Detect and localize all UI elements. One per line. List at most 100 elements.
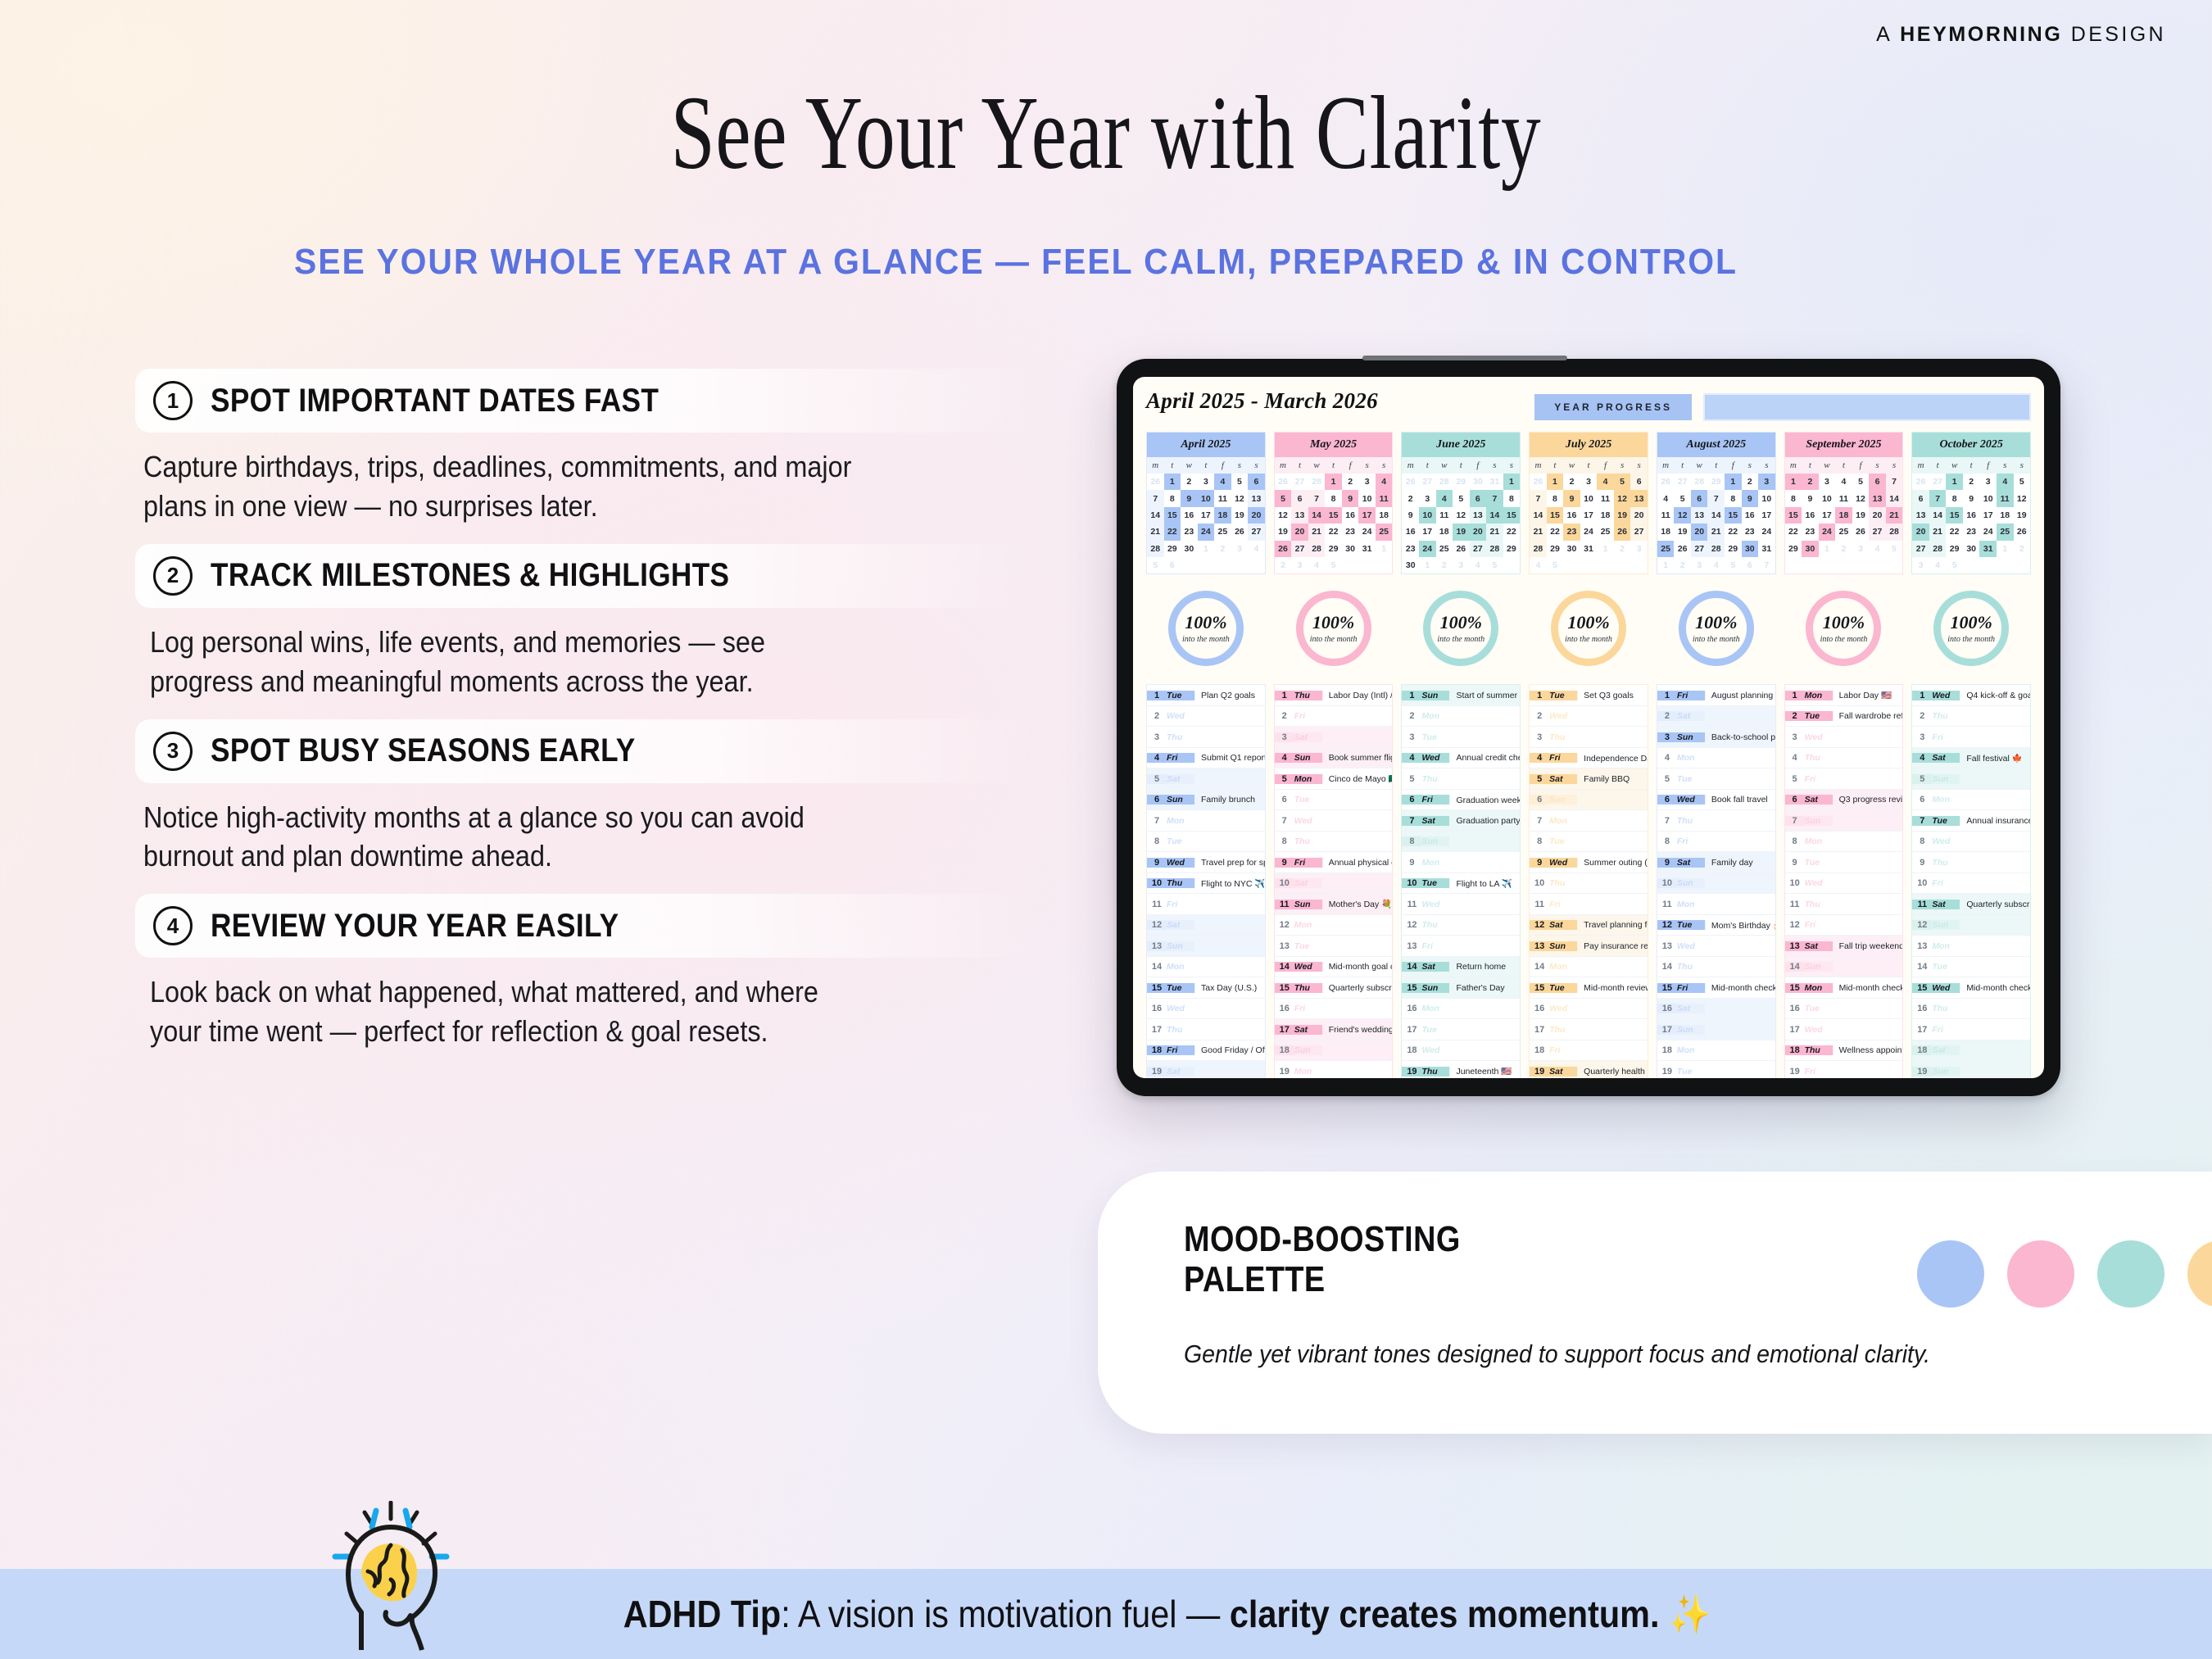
day-cell[interactable]: 29 [1328,543,1339,554]
day-cell[interactable]: 18 [1439,527,1449,537]
day-cell[interactable]: 16 [1566,510,1577,520]
event-row[interactable]: 13 Wed [1657,936,1775,957]
day-cell[interactable]: 25 [1600,527,1611,537]
event-row[interactable]: 17 Thu [1147,1019,1265,1040]
day-cell[interactable]: 3 [1586,477,1591,487]
event-row[interactable]: 14 Mon [1530,956,1648,978]
day-cell[interactable]: 7 [1885,474,1903,491]
event-row[interactable]: 9 Sat Family day [1657,852,1775,873]
day-cell[interactable]: 3 [1364,477,1370,487]
day-cell[interactable]: 21 [1929,524,1947,541]
day-cell[interactable]: 12 [1856,493,1865,504]
event-row[interactable]: 15 Tue Tax Day (U.S.) [1147,977,1265,999]
day-cell[interactable]: 16 [1744,510,1755,520]
event-text[interactable]: Fall wardrobe refresh [1832,711,1902,721]
event-text[interactable]: Mid-month check-in [1832,982,1902,993]
month-card-4[interactable]: August 2025 m t w t f s s 26 27 28 29 1 2 3 4 5 6 7 8 9 10 11 1… [1656,432,1776,575]
event-text[interactable]: Return home [1449,962,1520,972]
event-row[interactable]: 3 Sat [1274,727,1393,748]
day-cell[interactable]: 1 [1725,474,1742,491]
day-cell[interactable]: 5 [1679,493,1685,504]
day-cell[interactable]: 18 [1214,506,1231,524]
day-cell[interactable]: 7 [1147,490,1164,507]
day-cell[interactable]: 25 [1375,524,1393,541]
day-cell[interactable]: 14 [1486,506,1503,524]
day-cell[interactable]: 11 [1600,493,1611,504]
day-cell[interactable]: 14 [1147,506,1164,524]
month-card-1[interactable]: May 2025 m t w t f s s 26 27 28 1 2 3 4 5 6 7 8 9 10 11 12 13 14… [1273,432,1394,575]
day-cell[interactable]: 8 [1169,493,1175,504]
event-row[interactable]: 18 Sun [1274,1040,1393,1062]
day-cell[interactable]: 22 [1728,527,1738,537]
day-cell[interactable]: 15 [1725,506,1742,524]
day-cell[interactable]: 23 [1966,527,1977,537]
event-row[interactable]: 13 Fri [1402,936,1521,957]
event-text[interactable]: Family day [1704,857,1775,868]
day-cell[interactable]: 3 [1425,493,1430,504]
day-cell[interactable]: 27 [1469,540,1487,557]
event-row[interactable]: 6 Sun Family brunch [1147,789,1265,811]
day-cell[interactable]: 10 [1584,493,1593,504]
day-cell[interactable]: 27 [1869,524,1886,541]
day-cell[interactable]: 8 [1790,493,1796,504]
event-row[interactable]: 5 Mon Cinco de Mayo 🇲🇽 [1274,768,1393,790]
day-cell[interactable]: 3 [1758,474,1775,491]
day-cell[interactable]: 1 [1546,474,1564,491]
day-cell[interactable]: 9 [1969,493,1974,504]
day-cell[interactable]: 4 [1841,477,1847,487]
day-cell[interactable]: 2 [1569,477,1575,487]
day-cell[interactable]: 26 [1456,543,1466,554]
day-cell[interactable]: 2 [1407,493,1413,504]
event-row[interactable]: 16 Sat [1657,998,1775,1020]
feature-header-4[interactable]: 4 REVIEW YOUR YEAR EASILY [135,894,1036,959]
event-text[interactable]: Graduation party [1449,815,1520,826]
day-cell[interactable]: 6 [1912,490,1929,507]
day-cell[interactable]: 29 [1949,543,1960,554]
event-row[interactable]: 7 Mon [1530,810,1648,832]
day-cell[interactable]: 28 [1885,524,1903,541]
event-row[interactable]: 3 Thu [1530,727,1648,748]
event-row[interactable]: 12 Fri [1784,914,1903,936]
day-cell[interactable]: 5 [2019,477,2024,487]
event-row[interactable]: 16 Mon [1402,998,1521,1020]
day-cell[interactable]: 31 [1362,543,1372,554]
event-row[interactable]: 3 Thu [1147,727,1265,748]
event-row[interactable]: 11 Wed [1402,894,1521,915]
day-cell[interactable]: 26 [1613,524,1631,541]
day-cell[interactable]: 8 [1508,493,1514,504]
day-cell[interactable]: 21 [1486,524,1503,541]
event-row[interactable]: 16 Tue [1784,998,1903,1020]
day-cell[interactable]: 11 [1439,510,1449,520]
day-cell[interactable]: 6 [1690,490,1708,507]
day-cell[interactable]: 17 [1761,510,1772,520]
day-cell[interactable]: 8 [1330,493,1336,504]
day-cell[interactable]: 20 [1248,506,1265,524]
event-row[interactable]: 12 Thu [1402,914,1521,936]
event-row[interactable]: 5 Sun [1912,768,2031,790]
event-text[interactable]: Pay insurance renewal [1577,941,1648,951]
day-cell[interactable]: 16 [1405,527,1416,537]
event-row[interactable]: 5 Tue [1657,768,1775,790]
day-cell[interactable]: 11 [1996,490,2014,507]
event-row[interactable]: 2 Wed [1147,705,1265,728]
event-row[interactable]: 19 Sun [1912,1061,2031,1078]
day-cell[interactable]: 14 [1530,506,1547,524]
event-row[interactable]: 6 Wed Book fall travel [1657,789,1775,811]
event-row[interactable]: 19 Fri [1784,1061,1903,1078]
event-row[interactable]: 12 Sat [1147,914,1265,936]
day-cell[interactable]: 16 [1805,510,1815,520]
day-cell[interactable]: 30 [1345,543,1355,554]
event-row[interactable]: 16 Wed [1147,998,1265,1020]
day-cell[interactable]: 29 [1788,543,1798,554]
day-cell[interactable]: 19 [1613,506,1631,524]
event-row[interactable]: 3 Fri [1912,727,2031,748]
event-text[interactable]: Book fall travel [1704,795,1775,805]
day-cell[interactable]: 19 [1278,527,1288,537]
event-text[interactable]: Labor Day (Intl) / New month reset [1321,690,1392,700]
event-text[interactable]: Quarterly subscription renewal [1321,982,1392,993]
day-cell[interactable]: 14 [1308,506,1326,524]
day-cell[interactable]: 31 [1584,543,1593,554]
